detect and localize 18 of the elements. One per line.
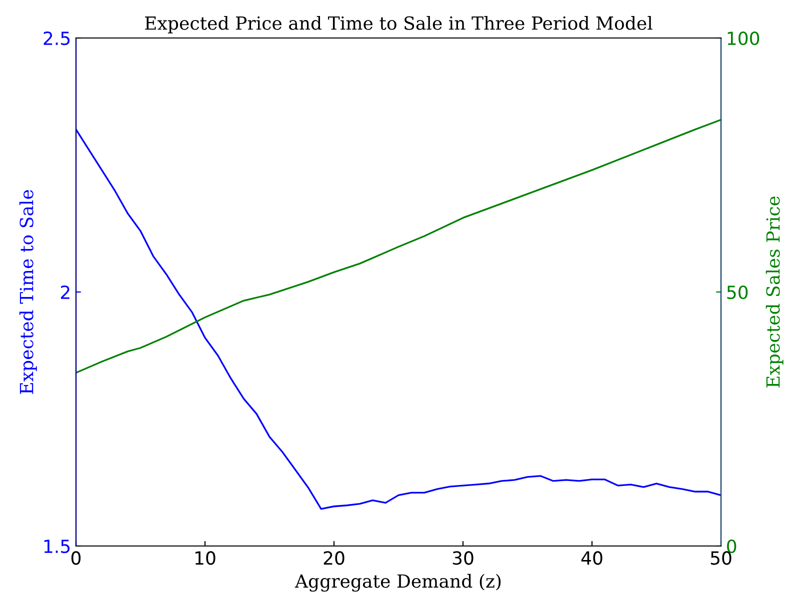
x-tick-label: 50 <box>710 551 732 565</box>
chart-title: Expected Price and Time to Sale in Three Period Model <box>145 16 652 34</box>
x-tick-label: 10 <box>195 551 216 565</box>
x-tick-label: 40 <box>581 551 602 565</box>
x-tick-label: 0 <box>71 551 81 565</box>
y2-tick-label: 50 <box>727 285 748 300</box>
y-tick-label: 2.5 <box>44 31 70 46</box>
x-tick-label: 20 <box>324 551 344 565</box>
y2-axis-title: Expected Sales Price <box>766 196 784 388</box>
x-tick-label: 30 <box>452 551 474 565</box>
y-axis-title: Expected Time to Sale <box>19 190 37 394</box>
line-series <box>76 118 721 374</box>
y-tick-label: 1.5 <box>44 540 70 554</box>
x-axis-title: Aggregate Demand (z) <box>294 574 501 592</box>
y-tick-label: 2 <box>60 285 70 299</box>
y2-tick-label: 100 <box>728 31 760 46</box>
y2-tick-label: 0 <box>727 539 736 554</box>
line-series <box>76 128 721 510</box>
